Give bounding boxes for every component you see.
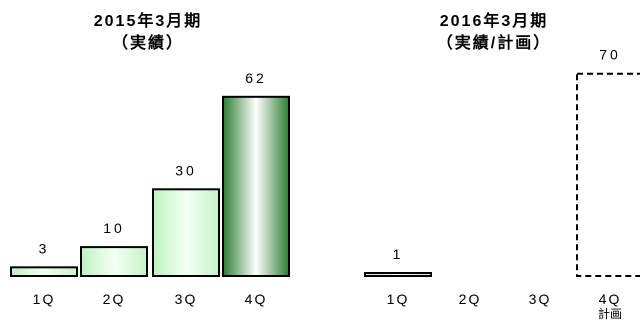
x-tick-label: 2Q	[103, 291, 126, 307]
bar-4q	[222, 95, 290, 277]
data-label: 10	[103, 220, 125, 236]
chart-title: 2015年3月期	[94, 11, 203, 30]
chart-subtitle: （実績）	[112, 33, 184, 52]
x-tick-label: 1Q	[33, 291, 56, 307]
data-label: 70	[599, 47, 621, 63]
data-label: 1	[393, 246, 404, 262]
bar-4q	[576, 72, 640, 277]
x-tick-note: 計画	[598, 306, 622, 321]
x-tick-label: 4Q	[245, 291, 268, 307]
chart-title: 2016年3月期	[440, 11, 549, 30]
bar-1q	[10, 266, 78, 277]
x-tick-label: 4Q	[599, 291, 622, 307]
x-tick-label: 3Q	[529, 291, 552, 307]
bar-2q	[80, 246, 148, 278]
data-label: 30	[175, 162, 197, 178]
x-tick-label: 1Q	[387, 291, 410, 307]
chart-panel-2015: 2015年3月期 （実績） 3 10 30 62 1Q 2Q 3Q 4Q	[10, 11, 290, 307]
bar-3q	[152, 188, 220, 277]
chart-subtitle: （実績/計画）	[437, 33, 551, 52]
x-tick-label: 3Q	[175, 291, 198, 307]
data-label: 62	[245, 70, 267, 86]
bar-1q	[364, 272, 432, 277]
data-label: 3	[39, 240, 50, 256]
x-tick-label: 2Q	[459, 291, 482, 307]
